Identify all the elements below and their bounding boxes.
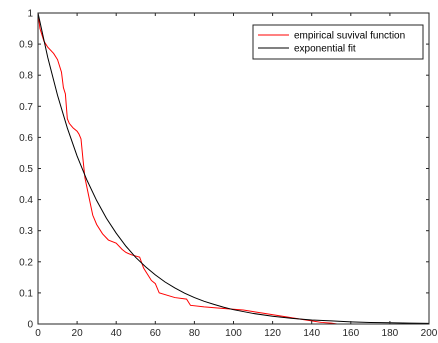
x-tick-label: 60 bbox=[150, 328, 162, 339]
x-tick-label: 180 bbox=[382, 328, 399, 339]
y-tick-label: 0.3 bbox=[19, 226, 33, 237]
y-tick-label: 1 bbox=[27, 9, 33, 20]
x-tick-label: 140 bbox=[303, 328, 320, 339]
legend-label-1: exponential fit bbox=[294, 44, 356, 55]
y-tick-label: 0.2 bbox=[19, 257, 33, 268]
legend: empirical suvival function exponential fi… bbox=[252, 24, 424, 60]
series-layer bbox=[37, 12, 430, 325]
x-tick-label: 160 bbox=[342, 328, 359, 339]
y-tick-label: 0.1 bbox=[19, 288, 33, 299]
x-tick-label: 120 bbox=[264, 328, 281, 339]
plot-frame bbox=[37, 12, 430, 325]
y-tick-label: 0.4 bbox=[19, 195, 33, 206]
x-tick-label: 80 bbox=[189, 328, 201, 339]
plot-area-background bbox=[38, 13, 429, 324]
y-tick-label: 0.8 bbox=[19, 71, 33, 82]
y-tick-label: 0.7 bbox=[19, 102, 33, 113]
x-tick-label: 100 bbox=[225, 328, 242, 339]
x-tick-label: 0 bbox=[35, 328, 41, 339]
legend-box bbox=[252, 24, 424, 60]
y-tick-label: 0.6 bbox=[19, 133, 33, 144]
y-tick-label: 0.9 bbox=[19, 40, 33, 51]
legend-label-0: empirical suvival function bbox=[294, 31, 405, 42]
y-tick-label: 0 bbox=[27, 320, 33, 331]
y-tick-label: 0.5 bbox=[19, 164, 33, 175]
ticks-layer: 0 20 40 60 80 100 120 140 160 180 200 0 0.1 0.2 0.3 0.4… bbox=[19, 9, 438, 340]
x-tick-label: 40 bbox=[111, 328, 123, 339]
x-tick-label: 20 bbox=[72, 328, 84, 339]
series-line-0 bbox=[37, 12, 338, 325]
series-line-1 bbox=[37, 12, 430, 324]
x-tick-label: 200 bbox=[421, 328, 438, 339]
